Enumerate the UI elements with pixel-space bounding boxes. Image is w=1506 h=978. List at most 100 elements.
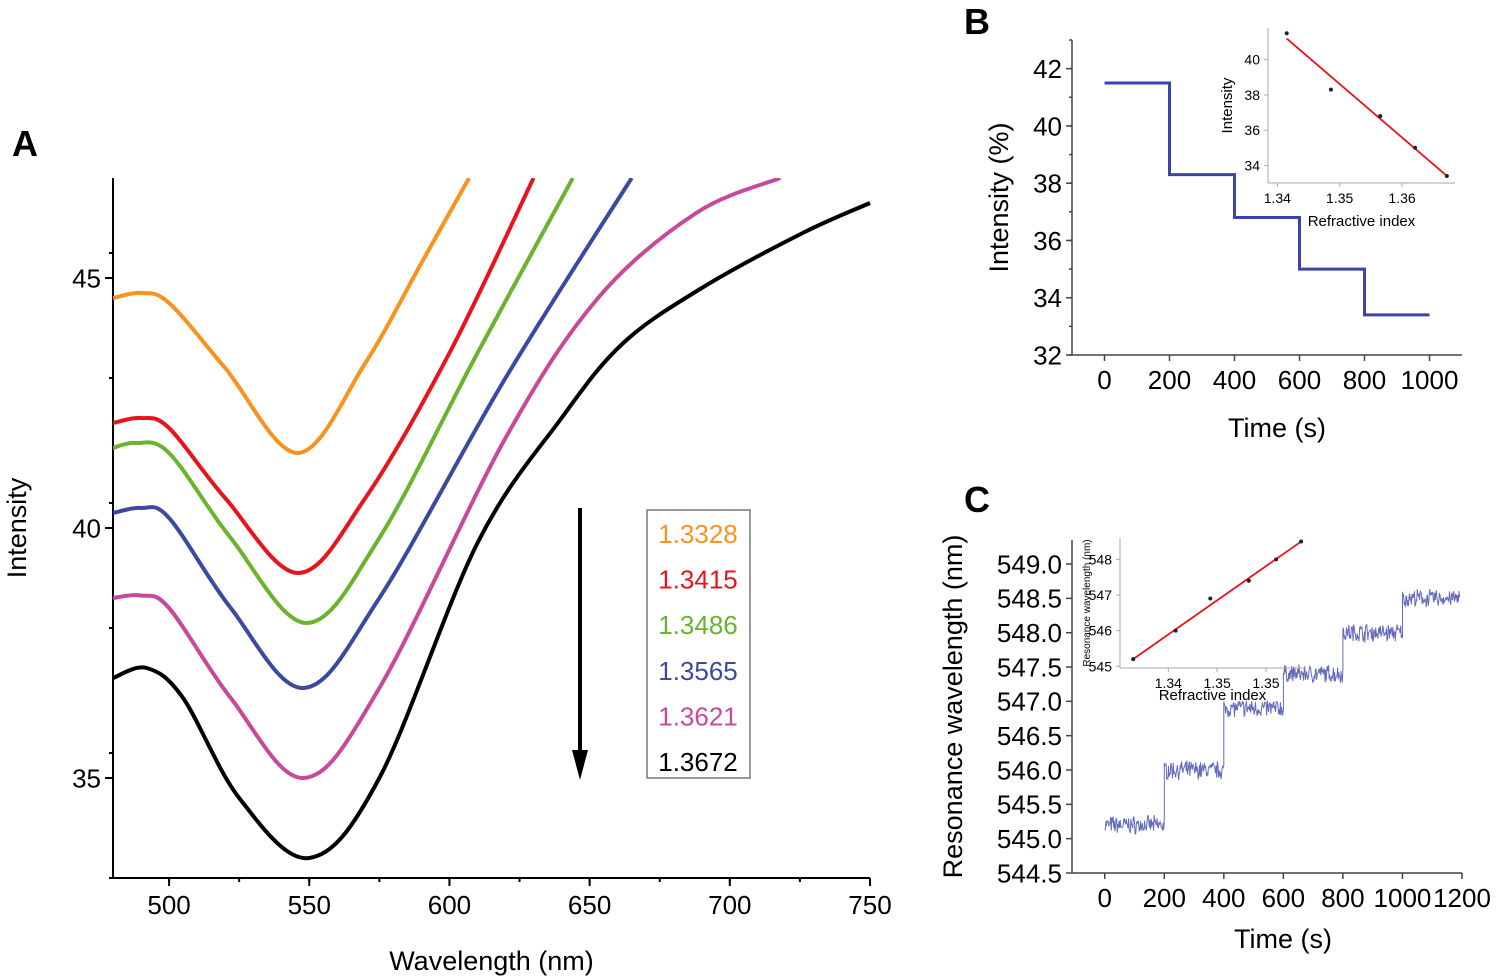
data-point (1413, 145, 1418, 150)
y-tick-label: 548.5 (997, 584, 1062, 614)
data-point (1284, 31, 1289, 36)
data-point (1328, 87, 1333, 92)
x-tick-label: 1.35 (1252, 675, 1279, 691)
x-tick-label: 400 (1202, 883, 1245, 913)
y-tick-label: 547.5 (997, 652, 1062, 682)
legend-box (646, 509, 751, 779)
x-tick-label: 800 (1343, 365, 1386, 395)
y-tick-label: 546.5 (997, 721, 1062, 751)
y-tick-label: 36 (1033, 226, 1062, 256)
x-axis-label: Refractive index (1159, 687, 1267, 704)
y-tick-label: 546.0 (997, 755, 1062, 785)
panel-label-a: A (12, 123, 38, 164)
fit-line (1286, 37, 1448, 177)
series-line-1.3328 (113, 178, 471, 456)
chart-b-inset: 1.34 1.35 1.36 34 36 38 40 Refractive index Inte… (1219, 28, 1455, 230)
x-tick-label: 1.35 (1204, 675, 1231, 691)
chart-b: 0 200 400 600 800 1000 32 34 36 38 40 42 Time (s) Int… (984, 39, 1462, 443)
y-tick-label: 549.0 (997, 549, 1062, 579)
chart-c: 0 200 400 600 800 1000 1200 544.5 545.0 545.5 546.… (938, 535, 1491, 954)
x-tick-label: 800 (1321, 883, 1364, 913)
y-tick-label: 545.5 (997, 790, 1062, 820)
y-tick-label: 45 (72, 263, 101, 293)
legend-entry: 1.3486 (658, 610, 738, 640)
y-tick-label: 42 (1033, 54, 1062, 84)
data-point (1299, 539, 1304, 544)
x-tick-label: 550 (288, 890, 331, 920)
data-point (1274, 557, 1279, 562)
x-tick-label: 600 (428, 890, 471, 920)
x-tick-label: 400 (1213, 365, 1256, 395)
y-tick-label: 548 (1089, 551, 1113, 567)
legend-entry: 1.3328 (658, 519, 738, 549)
x-tick-label: 200 (1143, 883, 1186, 913)
data-point (1444, 173, 1449, 178)
series-line-1.3565 (113, 178, 634, 691)
x-tick-label: 750 (848, 890, 891, 920)
x-axis-label: Wavelength (nm) (389, 946, 594, 976)
y-tick-label: 38 (1033, 169, 1062, 199)
series-line-1.3486 (113, 178, 575, 626)
legend-entry: 1.3565 (658, 656, 738, 686)
legend-entry: 1.3621 (658, 701, 738, 731)
y-tick-label: 544.5 (997, 858, 1062, 888)
y-axis-label: Intensity (%) (984, 122, 1014, 272)
y-axis-label: Intensity (1219, 77, 1236, 133)
y-tick-label: 40 (72, 513, 101, 543)
y-tick-label: 34 (1244, 157, 1260, 173)
data-point (1246, 578, 1251, 583)
x-tick-label: 650 (568, 890, 611, 920)
panel-label-c: C (964, 479, 990, 520)
y-tick-label: 546 (1089, 623, 1113, 639)
y-tick-label: 38 (1244, 87, 1260, 103)
legend: 1.3328 1.3415 1.3486 1.3565 1.3621 1.3672 (646, 509, 751, 779)
x-tick-label: 0 (1097, 365, 1111, 395)
y-tick-label: 547 (1089, 587, 1113, 603)
data-point (1131, 657, 1136, 662)
series-line-1.3672 (113, 201, 871, 861)
resonance-wavelength-line (1104, 589, 1461, 835)
x-tick-label: 1.35 (1326, 190, 1353, 206)
chart-c-inset: 1.34 1.35 1.35 545 546 547 548 Refractive index… (1082, 538, 1305, 704)
x-axis-label: Time (s) (1228, 413, 1326, 443)
x-tick-label: 1.36 (1388, 190, 1415, 206)
legend-entry: 1.3672 (658, 747, 738, 777)
x-tick-label: 700 (708, 890, 751, 920)
y-tick-label: 545 (1089, 658, 1113, 674)
y-tick-label: 545.0 (997, 824, 1062, 854)
y-tick-label: 35 (72, 763, 101, 793)
x-tick-label: 1.34 (1264, 190, 1291, 206)
y-tick-label: 548.0 (997, 618, 1062, 648)
y-tick-label: 32 (1033, 340, 1062, 370)
y-axis-label: Resonance wavelength (nm) (1082, 539, 1093, 666)
x-tick-label: 500 (147, 890, 190, 920)
x-tick-label: 1000 (1401, 365, 1459, 395)
x-tick-label: 600 (1262, 883, 1305, 913)
series-line-1.3415 (113, 178, 536, 576)
panel-label-b: B (964, 1, 990, 42)
fit-line (1132, 540, 1302, 660)
data-point (1173, 628, 1178, 633)
data-point (1378, 114, 1383, 119)
y-tick-label: 547.0 (997, 687, 1062, 717)
y-axis-label: Intensity (2, 477, 32, 578)
intensity-step-line (1104, 81, 1430, 317)
y-tick-label: 36 (1244, 122, 1260, 138)
y-axis-label: Resonance wavelength (nm) (938, 535, 968, 879)
data-point (1208, 596, 1213, 601)
x-tick-label: 1200 (1433, 883, 1491, 913)
x-tick-label: 1.34 (1155, 675, 1182, 691)
arrow-down-icon (572, 750, 588, 780)
y-tick-label: 34 (1033, 283, 1062, 313)
x-tick-label: 0 (1098, 883, 1112, 913)
x-axis-label: Refractive index (1308, 213, 1416, 230)
x-axis-label: Time (s) (1234, 924, 1332, 954)
x-tick-label: 600 (1278, 365, 1321, 395)
x-tick-label: 200 (1148, 365, 1191, 395)
x-tick-label: 1000 (1374, 883, 1432, 913)
chart-a: 500 550 600 650 700 750 35 40 45 Wavelength (nm) I… (2, 178, 892, 976)
y-tick-label: 40 (1033, 111, 1062, 141)
series-line-1.3621 (113, 178, 782, 781)
legend-entry: 1.3415 (658, 565, 738, 595)
